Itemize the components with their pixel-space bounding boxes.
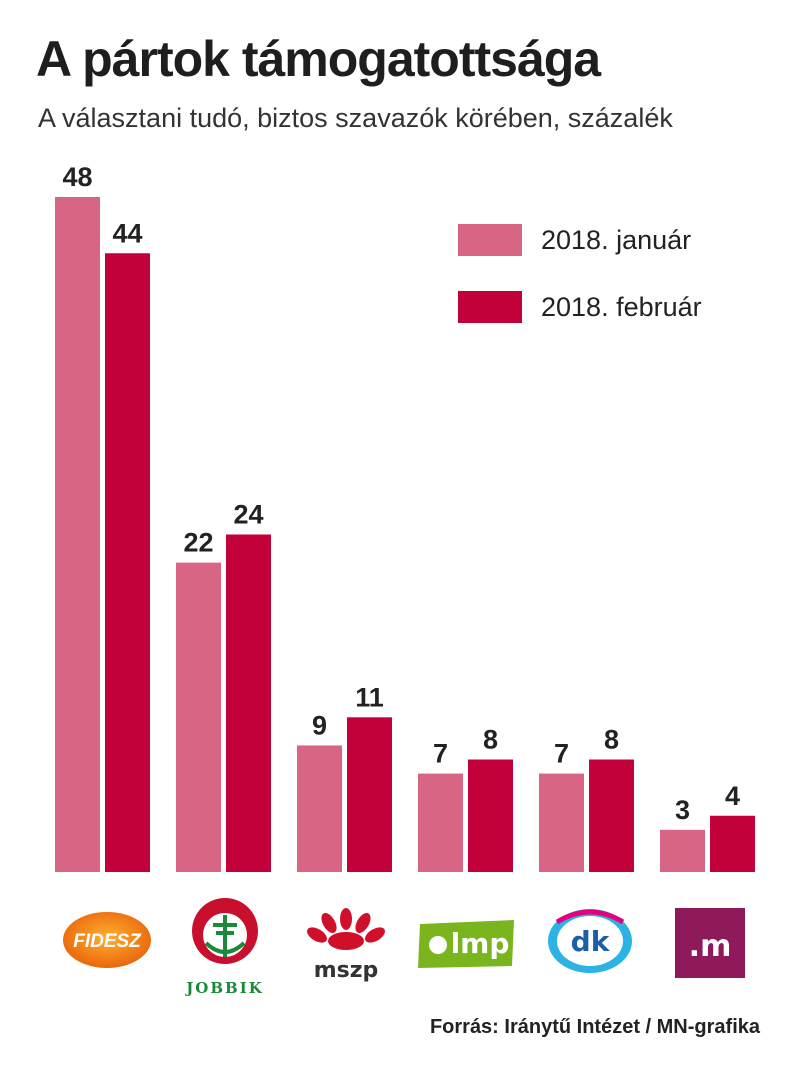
value-label-fidesz-january: 48 xyxy=(62,162,92,192)
bar-momentum-february xyxy=(710,815,755,872)
value-label-momentum-january: 3 xyxy=(675,795,690,825)
value-label-jobbik-january: 22 xyxy=(183,528,213,558)
bar-jobbik-january xyxy=(176,562,221,872)
legend-label-january: 2018. január xyxy=(541,224,692,255)
legend-swatch-january xyxy=(458,224,522,256)
chart-title: A pártok támogatottsága xyxy=(36,31,601,87)
bar-fidesz-february xyxy=(105,253,150,872)
legend-label-february: 2018. február xyxy=(541,291,702,322)
value-label-lmp-january: 7 xyxy=(433,739,448,769)
fidesz-logo: FIDESZ xyxy=(63,912,151,968)
legend-item-february: 2018. február xyxy=(458,289,702,325)
legend-item-january: 2018. január xyxy=(458,222,702,258)
value-label-dk-february: 8 xyxy=(604,725,619,755)
lmp-logo-text: lmp xyxy=(451,927,510,960)
bar-jobbik-february xyxy=(226,534,271,872)
jobbik-logo-text: JOBBIK xyxy=(184,979,264,997)
legend: 2018. január 2018. február xyxy=(458,222,702,356)
jobbik-logo: JOBBIK xyxy=(184,898,264,997)
momentum-logo: .m xyxy=(675,908,745,978)
value-label-mszp-february: 11 xyxy=(355,682,384,712)
value-label-mszp-january: 9 xyxy=(312,710,327,740)
dk-logo: dk xyxy=(548,909,632,973)
bar-mszp-january xyxy=(297,745,342,872)
dk-logo-text: dk xyxy=(571,925,611,958)
value-label-momentum-february: 4 xyxy=(725,781,740,811)
bar-dk-february xyxy=(589,759,634,872)
mszp-logo-text: mszp xyxy=(314,958,379,983)
bar-dk-january xyxy=(539,773,584,872)
value-label-fidesz-february: 44 xyxy=(112,218,142,248)
mszp-logo: mszp xyxy=(307,908,385,983)
bar-lmp-january xyxy=(418,773,463,872)
chart-subtitle: A választani tudó, biztos szavazók köréb… xyxy=(38,103,673,133)
lmp-logo: lmp xyxy=(418,920,514,968)
legend-swatch-february xyxy=(458,291,522,323)
bar-momentum-january xyxy=(660,829,705,872)
bar-lmp-february xyxy=(468,759,513,872)
bar-fidesz-january xyxy=(55,197,100,872)
source-credit: Forrás: Iránytű Intézet / MN-grafika xyxy=(429,1016,760,1038)
fidesz-logo-text: FIDESZ xyxy=(73,931,142,952)
value-label-lmp-february: 8 xyxy=(483,725,498,755)
value-label-dk-january: 7 xyxy=(554,739,569,769)
bar-mszp-february xyxy=(347,717,392,872)
value-label-jobbik-february: 24 xyxy=(233,500,263,530)
momentum-logo-text: .m xyxy=(689,929,732,964)
